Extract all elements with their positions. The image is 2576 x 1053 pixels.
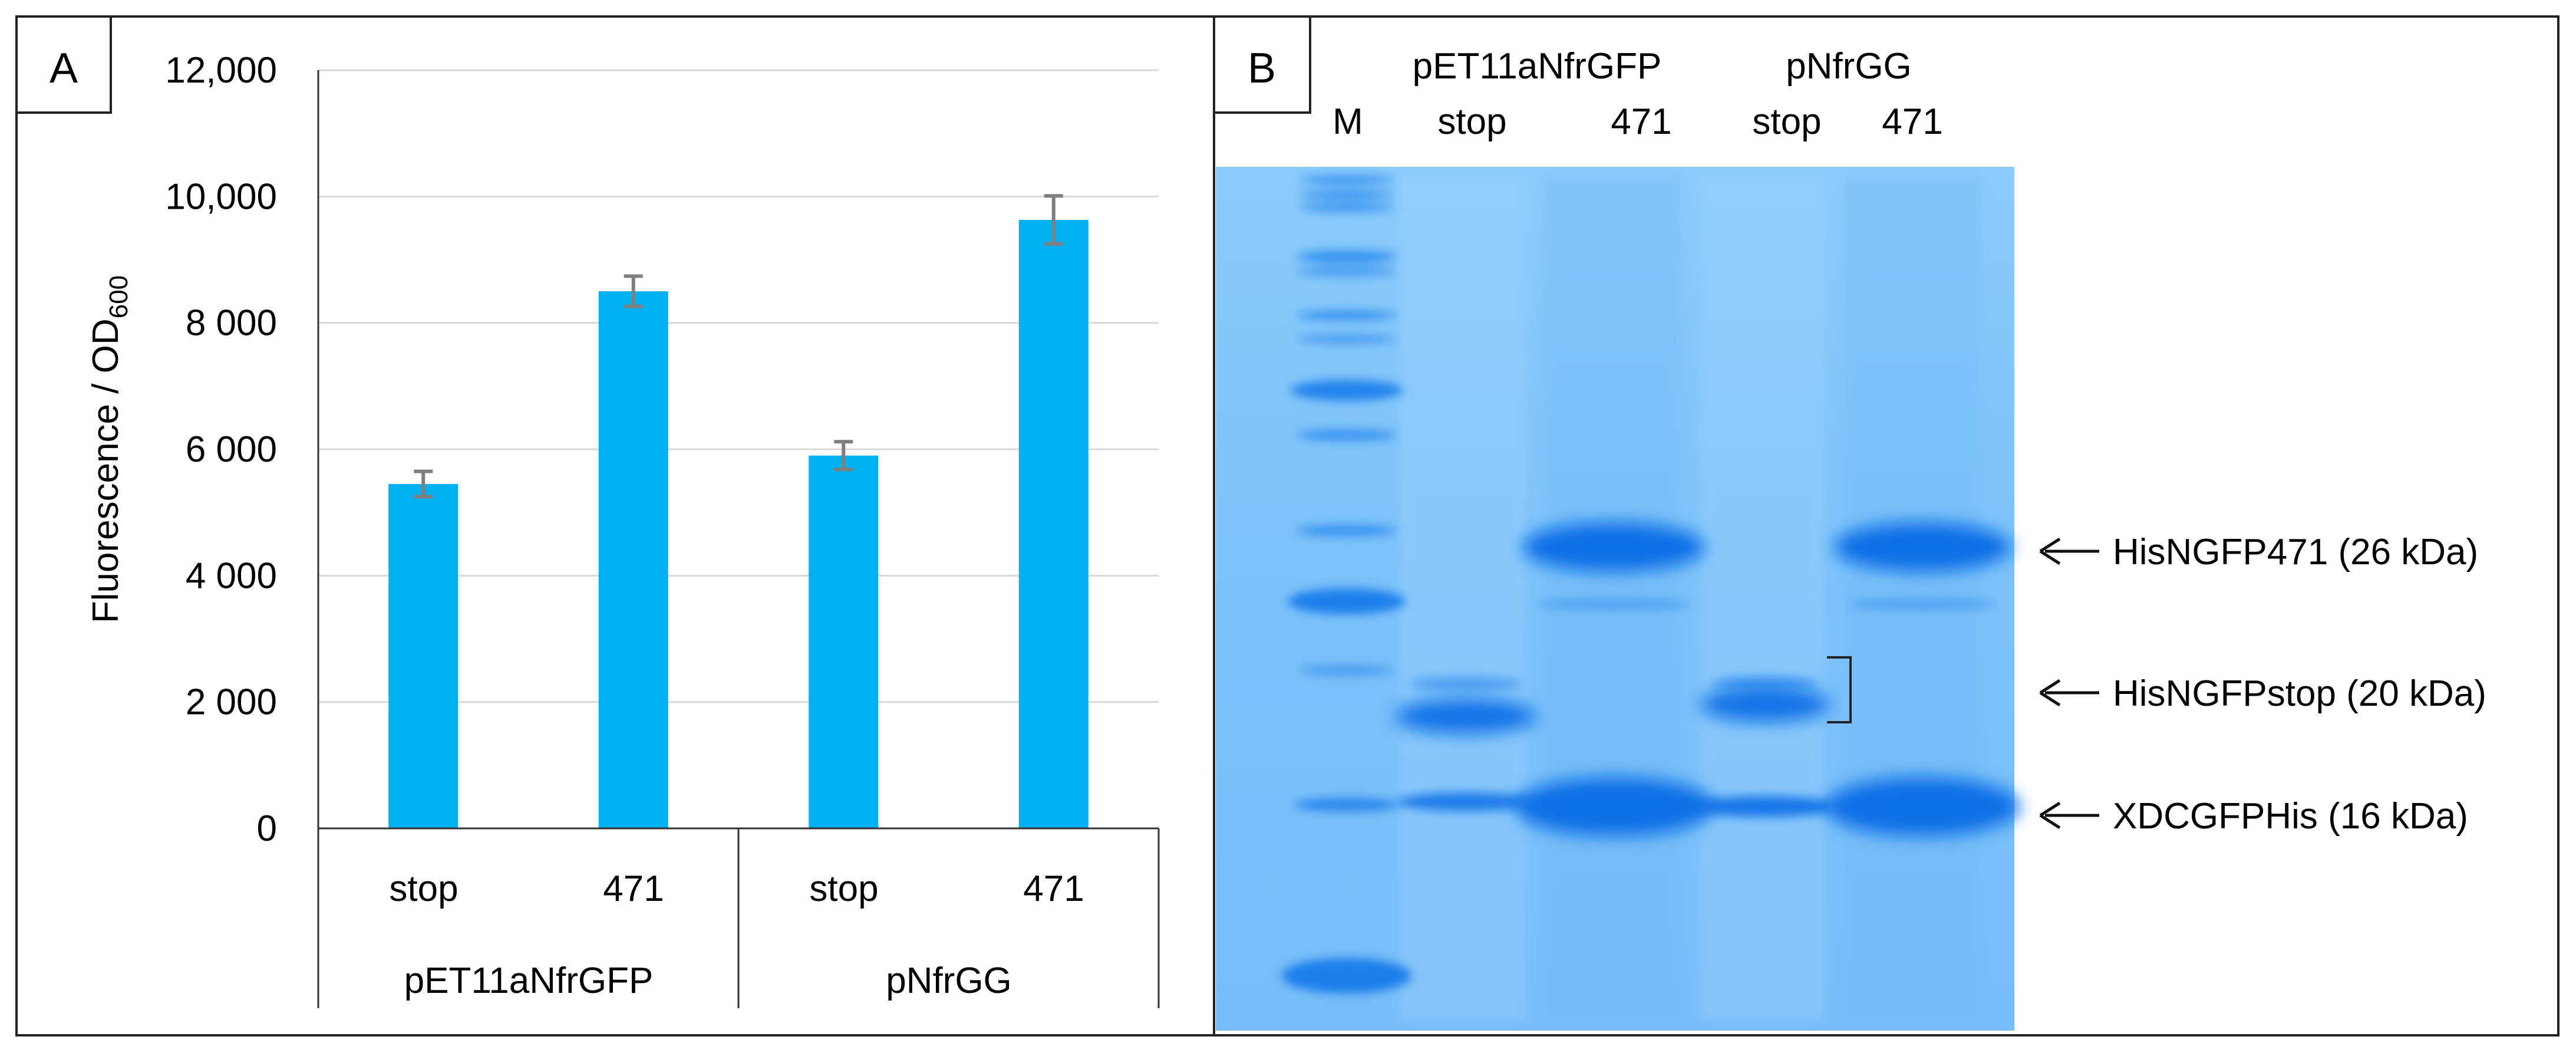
y-tick-label: 6 000 [186, 429, 277, 470]
band-annotation-2: HisNGFPstop (20 kDa) [2039, 673, 2486, 714]
group-label: pET11aNfrGFP [404, 960, 654, 1001]
bars [388, 219, 1089, 828]
panel-a: A 0 2 000 4 000 6 000 8 000 10,000 12,000 Fluo… [15, 15, 1215, 1036]
band-label: HisNGFP471 (26 kDa) [2113, 532, 2478, 572]
y-axis-title: Fluorescence / OD600 [85, 275, 133, 623]
plasmid-label-1: pET11aNfrGFP [1413, 46, 1662, 87]
panel-a-label-box [15, 15, 112, 114]
plasmid-label-2: pNfrGG [1786, 46, 1912, 87]
y-tick-label: 4 000 [186, 555, 277, 596]
band-annotation-3: XDCGFPHis (16 kDa) [2039, 796, 2468, 837]
x-tick-label: stop [809, 868, 878, 909]
error-bar [414, 469, 433, 499]
panel-a-label: A [50, 45, 78, 92]
y-tick-label: 8 000 [186, 303, 277, 344]
lane-marker-label: M [1332, 101, 1363, 142]
lane-label: 471 [1611, 101, 1671, 142]
error-bar [624, 274, 643, 308]
x-tick-label: stop [389, 868, 458, 909]
panel-b-label: B [1248, 45, 1276, 92]
lane-label: stop [1437, 101, 1506, 142]
gridlines [318, 69, 1159, 703]
x-tick-label: 471 [603, 868, 664, 909]
bar [809, 455, 879, 828]
marker-lane [1282, 175, 1411, 993]
panel-b: B M pET11aNfrGFP pNfrGG stop 471 stop 47… [1213, 15, 2559, 1036]
bar [598, 291, 668, 828]
error-bar [1044, 194, 1063, 246]
x-tick-label: 471 [1023, 868, 1084, 909]
gel-image [1216, 167, 2020, 1031]
panel-b-frame [1213, 15, 2559, 1036]
bracket [1827, 656, 1852, 723]
y-tick-label: 2 000 [186, 682, 277, 723]
bar [388, 483, 459, 828]
lane-label: 471 [1882, 101, 1942, 142]
bar [1018, 219, 1089, 828]
y-tick-label: 10,000 [165, 176, 277, 217]
band-label: HisNGFPstop (20 kDa) [2113, 673, 2486, 714]
error-bars [414, 194, 1063, 499]
panel-b-label-box [1213, 15, 1311, 114]
band-label: XDCGFPHis (16 kDa) [2113, 796, 2468, 837]
lane-label: stop [1752, 101, 1821, 142]
band-annotation-1: HisNGFP471 (26 kDa) [2039, 532, 2478, 572]
sample-bands [1395, 522, 2020, 836]
y-tick-label: 12,000 [165, 50, 277, 91]
y-tick-label: 0 [257, 808, 277, 849]
group-label: pNfrGG [886, 960, 1012, 1001]
y-tick-labels: 0 2 000 4 000 6 000 8 000 10,000 12,000 [165, 50, 277, 849]
error-bar [834, 440, 853, 472]
